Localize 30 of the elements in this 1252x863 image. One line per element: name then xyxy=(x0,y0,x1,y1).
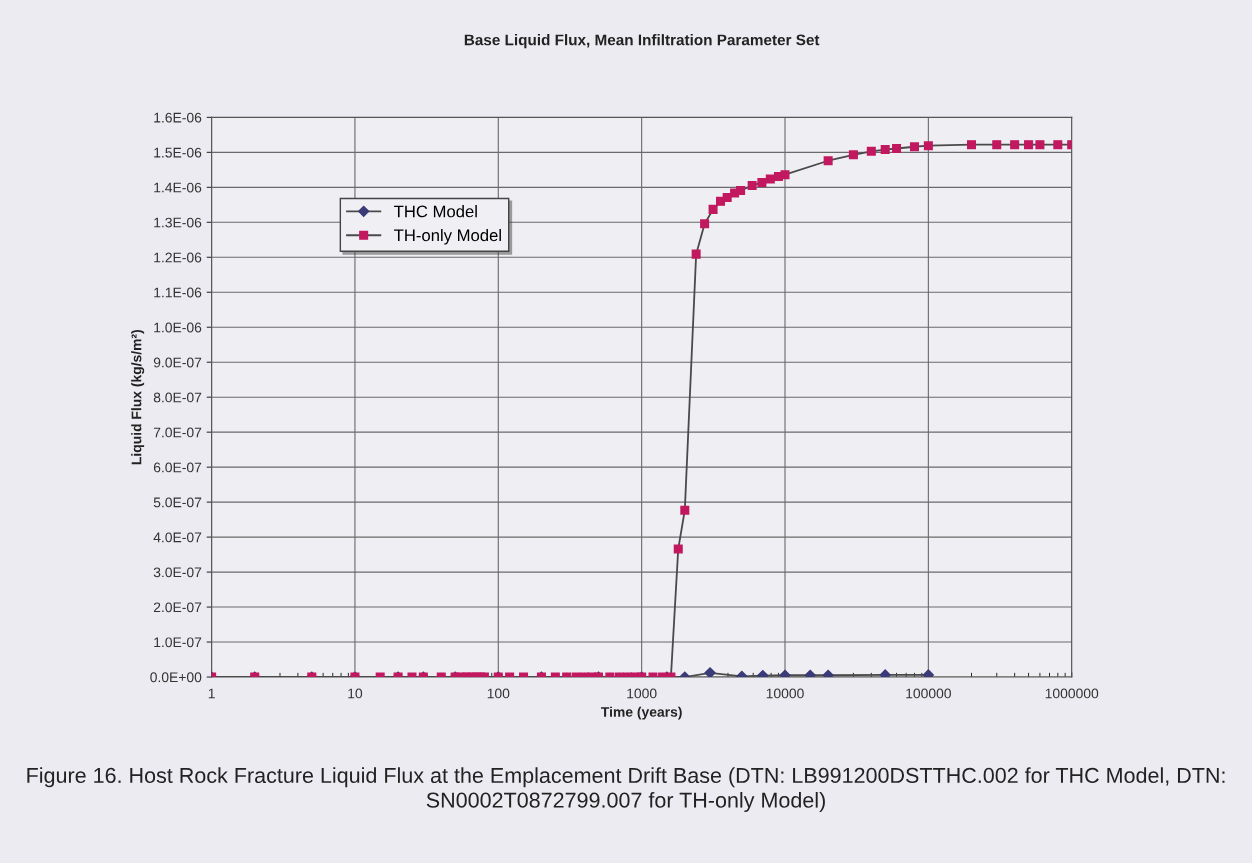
x-tick-label: 100 xyxy=(487,688,510,699)
caption: Figure 16. Host Rock Fracture Liquid Flux at the Emplacement Drift Base (DTN: LB991200DSTTHC.002 for THC Model, DTN: SN0002T0872799.007 for TH-only Model) xyxy=(27,767,1225,813)
x-tick-label: 1 xyxy=(208,688,215,699)
y-tick-label: 1.5E-06 xyxy=(154,147,202,158)
y-tick-label: 1.0E-07 xyxy=(154,637,202,648)
y-tick-label: 8.0E-07 xyxy=(153,392,202,403)
y-tick-label: 0.0E+00 xyxy=(150,672,202,683)
y-tick-label: 1.2E-06 xyxy=(154,252,202,263)
y-tick-label: 9.0E-07 xyxy=(153,357,202,368)
legend-label: THC Model xyxy=(394,205,477,218)
y-tick-label: 1.6E-06 xyxy=(154,112,202,123)
y-tick-label: 1.0E-06 xyxy=(154,322,202,333)
y-axis-title: Liquid Flux (kg/s/m²) xyxy=(131,329,145,465)
y-tick-label: 1.4E-06 xyxy=(154,182,202,193)
y-tick-label: 6.0E-07 xyxy=(153,462,202,473)
y-tick-label: 1.1E-06 xyxy=(154,287,202,298)
y-tick-label: 5.0E-07 xyxy=(153,497,202,508)
x-tick-label: 10000 xyxy=(766,688,804,699)
x-tick-label: 1000 xyxy=(627,688,657,699)
x-tick-label: 10 xyxy=(348,688,363,699)
x-axis-title: Time (years) xyxy=(601,706,682,720)
y-tick-label: 2.0E-07 xyxy=(153,602,202,613)
x-tick-label: 1000000 xyxy=(1045,688,1099,699)
x-tick-label: 100000 xyxy=(906,688,951,699)
chart-title: Base Liquid Flux, Mean Infiltration Parameter Set xyxy=(464,34,820,49)
legend-label: TH-only Model xyxy=(394,228,501,245)
y-tick-label: 7.0E-07 xyxy=(153,427,202,438)
y-tick-label: 4.0E-07 xyxy=(153,532,202,543)
y-tick-label: 3.0E-07 xyxy=(153,567,202,578)
y-tick-label: 1.3E-06 xyxy=(154,217,202,228)
